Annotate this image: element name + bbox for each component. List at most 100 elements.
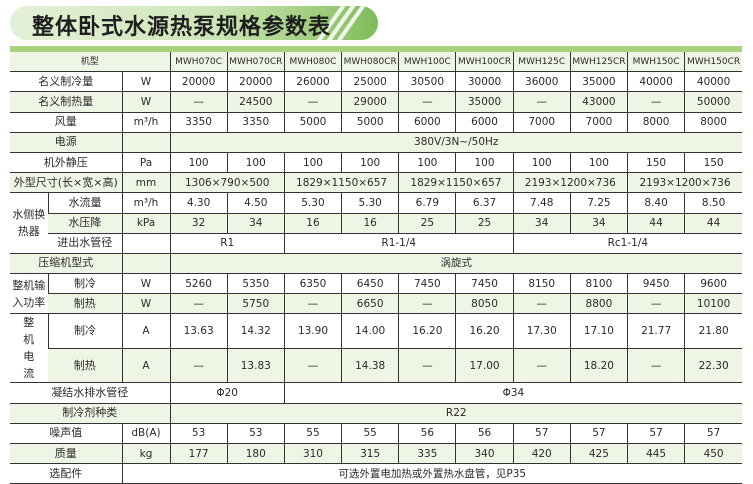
row-label: 风量 [10, 112, 122, 133]
value-cell: 8.40 [626, 192, 685, 214]
row-label: 电源 [10, 132, 122, 153]
value-cell: — [169, 348, 228, 384]
value-cell: 1829×1150×657 [398, 172, 514, 194]
value-cell: 425 [569, 443, 628, 465]
value-cell: 16 [341, 213, 399, 234]
value-cell: 1306×790×500 [169, 172, 285, 194]
value-cell: 8800 [569, 293, 628, 315]
water-pressure-drop-row: 水压降 kPa 32 34 16 16 25 25 34 34 44 44 [10, 213, 742, 234]
row-label: 外型尺寸(长×宽×高) [10, 172, 122, 194]
value-cell: 25000 [341, 71, 399, 93]
value-cell: 7000 [512, 112, 571, 133]
value-cell: 3350 [169, 112, 228, 133]
value-cell: — [169, 293, 228, 315]
model-header: MWH070C [169, 52, 228, 73]
table-top-bar [10, 46, 742, 52]
water-pipe-row: 进出水管径 R1 R1-1/4 Rc1-1/4 [10, 233, 742, 254]
value-cell: 13.90 [283, 313, 342, 349]
value-cell: 20000 [226, 71, 285, 93]
value-cell: 445 [626, 443, 685, 465]
value-cell: 29000 [341, 91, 399, 113]
value-cell: Φ20 [169, 382, 285, 404]
condensate-pipe-row: 凝结水排水管径 Φ20 Φ34 [10, 382, 742, 404]
value-cell: 4.30 [169, 192, 228, 214]
value-cell: 6000 [398, 112, 456, 133]
value-cell: 18.20 [569, 348, 628, 384]
value-cell: 450 [684, 443, 742, 465]
value-cell: 7000 [569, 112, 628, 133]
value-cell: 25 [398, 213, 456, 234]
value-cell: 44 [626, 213, 685, 234]
value-cell: — [626, 91, 685, 113]
value-cell: 100 [398, 152, 456, 174]
value-cell: 20000 [169, 71, 228, 93]
value-cell: 34 [569, 213, 628, 234]
row-label: 进出水管径 [48, 233, 122, 254]
value-cell: 14.38 [341, 348, 399, 384]
row-label: 制热 [48, 348, 122, 384]
value-cell: 7450 [455, 273, 514, 295]
value-cell: 177 [169, 443, 228, 465]
value-cell: 8000 [684, 112, 742, 133]
value-cell: — [512, 348, 571, 384]
value-cell: 9600 [684, 273, 742, 295]
value-cell: — [169, 91, 228, 113]
value-cell: 3350 [226, 112, 285, 133]
unit-cell: A [121, 313, 170, 349]
unit-cell: W [121, 273, 170, 295]
row-label: 质量 [10, 443, 122, 465]
value-cell: 25 [455, 213, 514, 234]
unit-cell: W [121, 71, 170, 93]
value-cell: — [512, 293, 571, 315]
value-cell: 7450 [398, 273, 456, 295]
value-cell: — [283, 348, 342, 384]
value-cell: 8050 [455, 293, 514, 315]
model-header: MWH125CR [569, 52, 628, 73]
value-cell: R1 [169, 233, 285, 254]
value-cell: 6.79 [398, 192, 456, 214]
value-cell: 可选外置电加热或外置热水盘管，见P35 [121, 463, 742, 484]
value-cell: 310 [283, 443, 342, 465]
group-label: 整机电流 [10, 313, 48, 384]
value-cell: 335 [398, 443, 456, 465]
value-cell: 6000 [455, 112, 514, 133]
value-cell: 22.30 [684, 348, 742, 384]
value-cell: 5260 [169, 273, 228, 295]
unit-cell [121, 233, 170, 254]
row-label: 机外静压 [10, 152, 122, 174]
value-cell: 14.32 [226, 313, 285, 349]
value-cell: 5.30 [283, 192, 342, 214]
value-cell: 44 [684, 213, 742, 234]
value-cell: 8100 [569, 273, 628, 295]
model-header: MWH100CR [455, 52, 514, 73]
model-row: 机型 MWH070C MWH070CR MWH080C MWH080CR MWH100C M… [10, 52, 742, 73]
value-cell: 6450 [341, 273, 399, 295]
value-cell: 6650 [341, 293, 399, 315]
noise-row: 噪声值 dB(A) 53 53 55 55 56 56 57 57 57 57 [10, 423, 742, 445]
value-cell: 30500 [398, 71, 456, 93]
value-cell: Rc1-1/4 [512, 233, 742, 254]
value-cell: 17.10 [569, 313, 628, 349]
value-cell: 36000 [512, 71, 571, 93]
unit-cell: m³/h [121, 192, 170, 214]
model-header: MWH125C [512, 52, 571, 73]
value-cell: 35000 [569, 71, 628, 93]
value-cell: 21.80 [684, 313, 742, 349]
value-cell: Φ34 [283, 382, 742, 404]
value-cell: 5750 [226, 293, 285, 315]
value-cell: 1829×1150×657 [283, 172, 399, 194]
unit-cell: m³/h [121, 112, 170, 133]
unit-cell [121, 253, 170, 275]
row-label: 制热 [48, 293, 122, 315]
row-label: 凝结水排水管径 [10, 382, 170, 404]
unit-cell [121, 132, 170, 153]
value-cell: 100 [226, 152, 285, 174]
value-cell: 8000 [626, 112, 685, 133]
value-cell: 32 [169, 213, 228, 234]
value-cell: 340 [455, 443, 514, 465]
row-label: 水流量 [47, 192, 122, 214]
value-cell: 420 [512, 443, 571, 465]
value-cell: 150 [684, 152, 742, 174]
model-label: 机型 [10, 52, 170, 73]
spec-table: 机型 MWH070C MWH070CR MWH080C MWH080CR MWH100C M… [10, 52, 742, 484]
